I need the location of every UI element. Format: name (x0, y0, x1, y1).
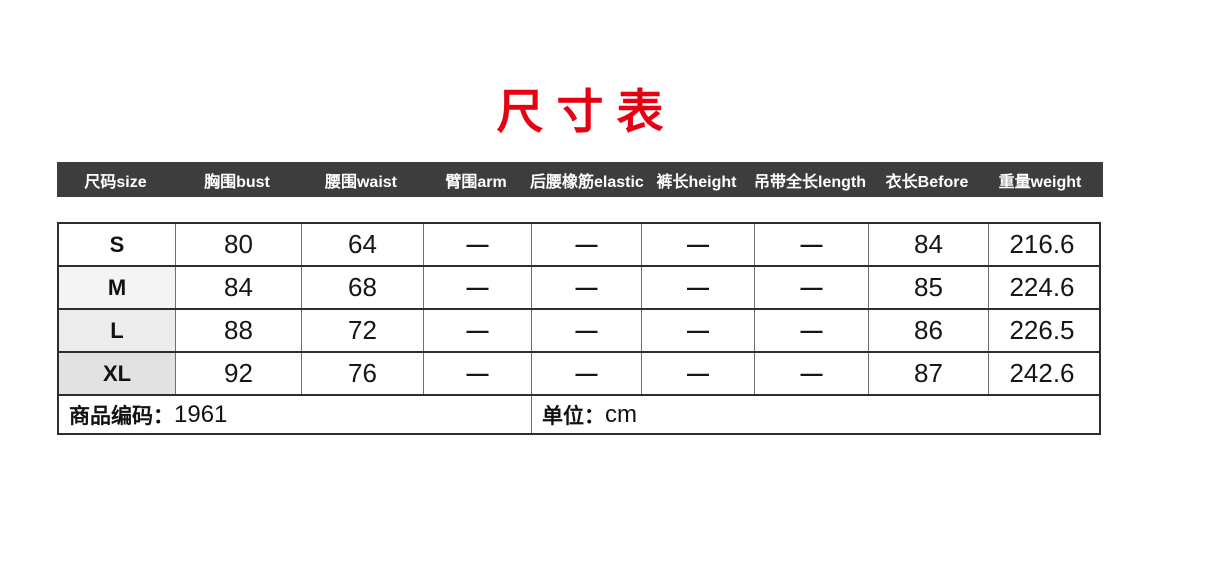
table-cell: 76 (302, 353, 424, 394)
table-cell: 242.6 (1009, 358, 1075, 388)
table-cell: — (424, 353, 532, 394)
table-cell: — (642, 310, 755, 351)
table-body: S 80 64 — — — — 84 216.6 M 84 68 — — — —… (57, 222, 1101, 396)
column-header-length: 吊带全长length (754, 173, 866, 191)
table-header-row: 尺码size 胸围bust 腰围waist 臂围arm 后腰橡筋elastic … (57, 162, 1103, 197)
table-cell: — (424, 310, 532, 351)
page-title: 尺寸表 (496, 85, 677, 138)
table-cell: — (755, 353, 869, 394)
table-cell: 87 (869, 353, 989, 394)
table-cell: — (642, 224, 755, 265)
table-cell: 86 (869, 310, 989, 351)
table-cell-size: M (59, 267, 176, 308)
table-cell: 216.6 (1009, 229, 1075, 259)
table-cell-size: L (59, 310, 176, 351)
table-cell-size: XL (59, 353, 176, 394)
product-code-label: 商品编码： (69, 404, 174, 428)
table-cell: 85 (869, 267, 989, 308)
table-cell: — (642, 353, 755, 394)
table-cell: — (532, 224, 642, 265)
table-cell: 68 (302, 267, 424, 308)
column-header-arm: 臂围arm (445, 173, 507, 191)
table-cell: 84 (869, 224, 989, 265)
column-header-height: 裤长height (656, 173, 737, 191)
table-row: S 80 64 — — — — 84 216.6 (59, 224, 1099, 267)
column-header-before: 衣长Before (885, 173, 969, 191)
unit-cell: 单位： cm (532, 396, 1099, 433)
unit-value: cm (605, 400, 637, 428)
table-footer-row: 商品编码： 1961 单位： cm (57, 396, 1101, 435)
table-cell: 92 (176, 353, 302, 394)
table-cell: — (532, 267, 642, 308)
table-cell: — (532, 310, 642, 351)
product-code-value: 1961 (174, 400, 228, 428)
table-cell: 64 (302, 224, 424, 265)
column-header-bust: 胸围bust (204, 173, 270, 191)
table-cell: 72 (302, 310, 424, 351)
table-cell: 226.5 (1009, 315, 1075, 345)
unit-label: 单位： (542, 404, 605, 428)
table-cell: — (642, 267, 755, 308)
table-cell: — (755, 310, 869, 351)
table-cell: — (755, 224, 869, 265)
table-row: L 88 72 — — — — 86 226.5 (59, 310, 1099, 353)
column-header-waist: 腰围waist (324, 173, 398, 191)
column-header-size: 尺码size (84, 173, 147, 191)
column-header-weight: 重量weight (998, 173, 1082, 191)
table-cell-size: S (59, 224, 176, 265)
table-cell: 224.6 (1009, 272, 1075, 302)
table-cell: — (424, 224, 532, 265)
table-cell: 84 (176, 267, 302, 308)
table-cell: 80 (176, 224, 302, 265)
column-header-elastic: 后腰橡筋elastic (530, 173, 644, 191)
table-cell: 88 (176, 310, 302, 351)
table-row: XL 92 76 — — — — 87 242.6 (59, 353, 1099, 396)
table-cell: — (424, 267, 532, 308)
table-row: M 84 68 — — — — 85 224.6 (59, 267, 1099, 310)
size-chart-table: 尺码size 胸围bust 腰围waist 臂围arm 后腰橡筋elastic … (57, 162, 1103, 435)
table-cell: — (755, 267, 869, 308)
table-cell: — (532, 353, 642, 394)
product-code-cell: 商品编码： 1961 (59, 396, 532, 433)
